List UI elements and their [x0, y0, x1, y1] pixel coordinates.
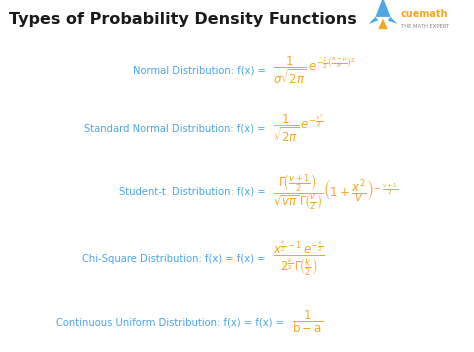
Text: $\dfrac{x^{\frac{k}{2}-1}\,e^{-\frac{x}{2}}}{2^{\frac{k}{2}}\,\Gamma\!\left(\fra: $\dfrac{x^{\frac{k}{2}-1}\,e^{-\frac{x}{…	[273, 239, 324, 278]
Text: Standard Normal Distribution: f(x) =: Standard Normal Distribution: f(x) =	[84, 124, 265, 133]
Text: Types of Probability Density Functions: Types of Probability Density Functions	[9, 12, 357, 27]
Text: Normal Distribution: f(x) =: Normal Distribution: f(x) =	[133, 65, 265, 75]
Polygon shape	[378, 19, 388, 29]
Text: THE MATH EXPERT: THE MATH EXPERT	[401, 24, 449, 29]
Polygon shape	[388, 17, 397, 24]
Text: $\dfrac{\Gamma\!\left(\frac{v+1}{2}\right)}{\sqrt{v\pi}\,\Gamma\!\left(\frac{v}{: $\dfrac{\Gamma\!\left(\frac{v+1}{2}\righ…	[273, 172, 398, 212]
Text: Continuous Uniform Distribution: f(x) = f(x) =: Continuous Uniform Distribution: f(x) = …	[56, 317, 284, 327]
Text: $\dfrac{1}{\sqrt{2\pi}}\, e^{-\frac{x^2}{2}}$: $\dfrac{1}{\sqrt{2\pi}}\, e^{-\frac{x^2}…	[273, 113, 323, 144]
Text: Chi-Square Distribution: f(x) = f(x) =: Chi-Square Distribution: f(x) = f(x) =	[82, 254, 265, 264]
Polygon shape	[375, 0, 391, 17]
Text: $\dfrac{1}{\mathrm{b - a}}$: $\dfrac{1}{\mathrm{b - a}}$	[292, 309, 323, 335]
Text: $\dfrac{1}{\sigma\sqrt{2\pi}}\, e^{-\frac{1}{2}\left(\frac{x-\mu}{\sigma}\right): $\dfrac{1}{\sigma\sqrt{2\pi}}\, e^{-\fra…	[273, 55, 356, 86]
Text: cuemath: cuemath	[401, 9, 448, 19]
Polygon shape	[369, 17, 378, 24]
Text: Student-t  Distribution: f(x) =: Student-t Distribution: f(x) =	[119, 187, 265, 197]
